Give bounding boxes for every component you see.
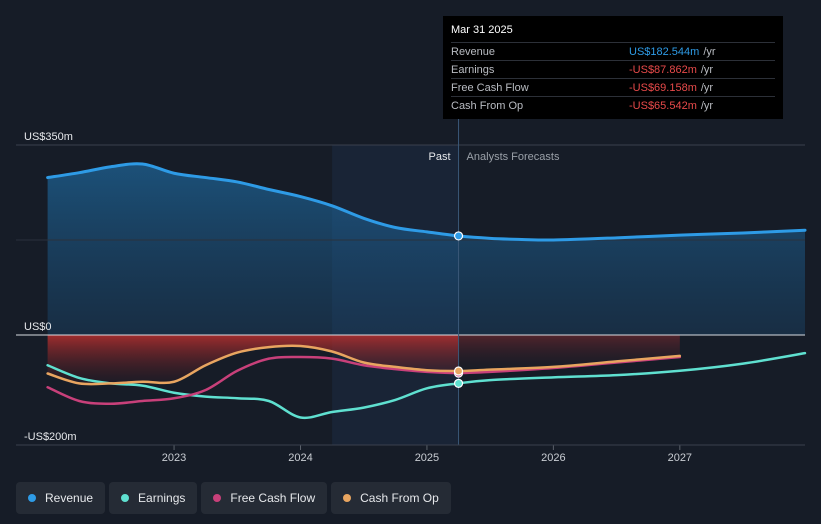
x-tick-label: 2024 xyxy=(288,452,312,464)
revenue-marker xyxy=(453,231,464,241)
x-tick-label: 2027 xyxy=(668,452,692,464)
y-tick-label: US$0 xyxy=(24,321,52,333)
tooltip-row-label: Free Cash Flow xyxy=(451,81,529,94)
revenue-line xyxy=(46,162,807,242)
tooltip-row-value: -US$65.542m xyxy=(629,99,697,112)
legend: Revenue Earnings Free Cash Flow Cash From O… xyxy=(16,482,451,514)
forecast-label: Analysts Forecasts xyxy=(467,151,560,163)
y-tick-label: -US$200m xyxy=(24,431,77,443)
tooltip-row-unit: /yr xyxy=(703,45,716,58)
negative-area-past xyxy=(47,335,459,385)
cash-from-op-marker xyxy=(453,366,464,376)
tooltip-row-label: Revenue xyxy=(451,45,496,58)
chart-area: US$350m US$0 -US$200m Past Analysts Forecast… xyxy=(16,95,807,464)
legend-label: Revenue xyxy=(45,491,94,505)
free-cash-flow-line xyxy=(46,355,682,406)
y-tick-label: US$350m xyxy=(24,131,73,143)
tooltip-row-value: US$182.544m xyxy=(629,45,700,58)
past-label: Past xyxy=(429,151,451,163)
earnings-marker xyxy=(453,378,464,388)
tooltip-date: Mar 31 2025 xyxy=(451,24,513,36)
legend-label: Earnings xyxy=(138,491,186,505)
x-tick-label: 2026 xyxy=(541,452,565,464)
legend-dot-icon xyxy=(213,494,222,502)
tooltip-row-unit: /yr xyxy=(700,63,714,76)
negative-area-forecast xyxy=(458,335,680,372)
legend-dot-icon xyxy=(121,494,130,502)
tooltip-row: Earnings -US$87.862m/yr xyxy=(451,60,775,78)
tooltip-row-label: Cash From Op xyxy=(451,99,524,112)
tooltip-row: Free Cash Flow -US$69.158m/yr xyxy=(451,78,775,96)
x-tick-label: 2025 xyxy=(415,452,439,464)
tooltip-row-value: -US$87.862m xyxy=(629,63,697,76)
cash-from-op-line xyxy=(46,344,682,386)
legend-item-free-cash-flow[interactable]: Free Cash Flow xyxy=(201,482,328,514)
tooltip: Mar 31 2025 Revenue US$182.544m/yr Earning… xyxy=(443,16,783,119)
tooltip-row-value: -US$69.158m xyxy=(629,81,697,94)
legend-item-earnings[interactable]: Earnings xyxy=(109,482,198,514)
x-tick-label: 2023 xyxy=(162,452,186,464)
legend-dot-icon xyxy=(28,494,36,502)
tooltip-row-unit: /yr xyxy=(700,99,714,112)
tooltip-row: Cash From Op -US$65.542m/yr xyxy=(451,96,775,114)
tooltip-row: Revenue US$182.544m/yr xyxy=(451,42,775,60)
earnings-line xyxy=(46,351,807,420)
tooltip-row-label: Earnings xyxy=(451,63,495,76)
revenue-area xyxy=(47,163,805,335)
legend-label: Cash From Op xyxy=(360,491,439,505)
legend-item-revenue[interactable]: Revenue xyxy=(16,482,106,514)
legend-item-cash-from-op[interactable]: Cash From Op xyxy=(331,482,451,514)
legend-label: Free Cash Flow xyxy=(230,491,316,505)
tooltip-row-unit: /yr xyxy=(700,81,714,94)
legend-dot-icon xyxy=(343,494,352,502)
